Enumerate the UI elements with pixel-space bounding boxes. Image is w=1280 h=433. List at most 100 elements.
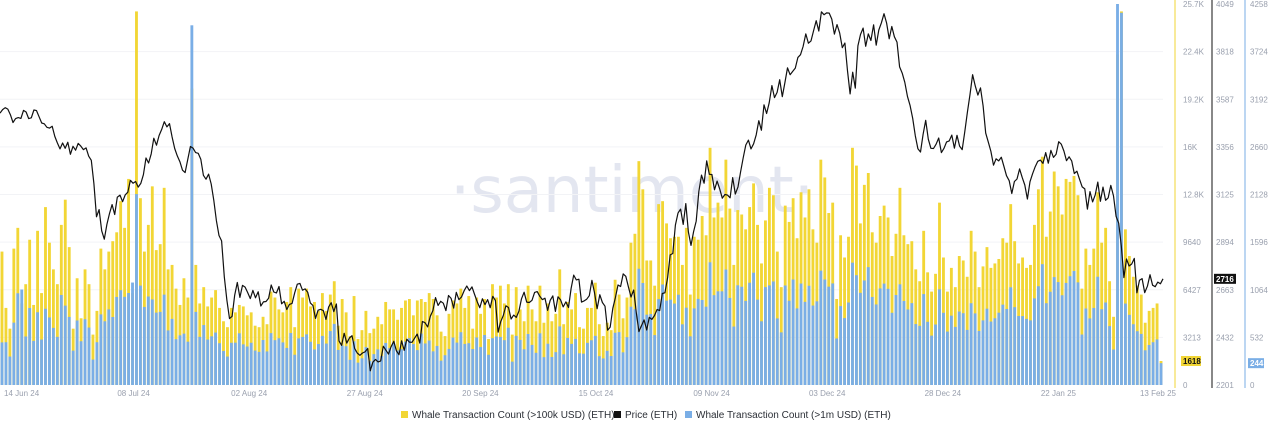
x-tick-label: 15 Oct 24 (579, 389, 614, 398)
bar-1m (839, 306, 843, 385)
bar-1m (111, 316, 115, 385)
bar-100k (510, 334, 514, 385)
bar-1m (554, 352, 558, 385)
bar-1m (297, 338, 301, 385)
bar-1m (811, 305, 815, 385)
bar-1m (1021, 316, 1024, 385)
bar-1m (866, 267, 870, 385)
x-tick-label: 20 Sep 24 (462, 389, 499, 398)
legend-swatch (401, 411, 408, 418)
bar-100k (356, 339, 360, 385)
bar-1m (617, 332, 621, 385)
bar-1m (680, 324, 684, 385)
bar-1m (538, 333, 542, 385)
axis-price-tick: 4049 (1216, 0, 1234, 9)
bar-1m (546, 343, 550, 385)
bar-1m (206, 339, 210, 385)
bar-100k (186, 297, 190, 385)
bar-1m (1036, 286, 1040, 385)
bar-1m (202, 325, 206, 385)
bar-1m (653, 335, 657, 385)
bar-1m (752, 272, 756, 385)
bar-1m (1076, 282, 1080, 385)
bar-1m (336, 349, 340, 385)
bar-100k (285, 301, 289, 385)
bar-1m (657, 299, 661, 385)
bar-1m (945, 331, 949, 385)
bar-100k (613, 279, 617, 385)
bar-1m (1068, 276, 1072, 385)
bar-1m (906, 309, 910, 385)
bar-1m (36, 312, 40, 385)
bar-1m (1088, 318, 1092, 385)
bar-1m (1155, 339, 1159, 385)
bar-1m (51, 327, 55, 385)
bar-1m (613, 332, 617, 385)
axis-price-tick: 2894 (1216, 238, 1234, 247)
axis-1m-tick: 0 (1250, 381, 1255, 390)
current-value-badges: 1618 2716 244 (1181, 273, 1264, 369)
bar-1m (40, 339, 43, 385)
bar-1m (918, 325, 922, 385)
axis-price-tick: 3587 (1216, 95, 1234, 104)
bar-1m (961, 313, 965, 385)
bar-100k (111, 241, 115, 385)
bar-100k (597, 324, 601, 385)
bar-1m (1116, 4, 1119, 385)
x-tick-label: 03 Dec 24 (809, 389, 846, 398)
bar-1m (443, 355, 447, 385)
legend-label: Price (ETH) (625, 410, 677, 421)
bar-1m (534, 352, 538, 385)
bar-1m (597, 356, 601, 385)
bar-1m (1044, 303, 1048, 385)
bar-1m (665, 300, 668, 385)
bar-1m (139, 285, 142, 385)
axis-100k-tick: 25.7K (1183, 0, 1205, 9)
bar-1m (265, 351, 269, 385)
x-tick-label: 27 Aug 24 (347, 389, 384, 398)
bar-100k (40, 293, 43, 385)
bar-1m (400, 349, 403, 385)
bar-100k (36, 230, 40, 385)
bar-100k (732, 264, 736, 385)
bar-1m (953, 326, 957, 385)
bar-1m (127, 293, 130, 385)
bar-1m (704, 306, 708, 385)
bar-1m (645, 314, 649, 385)
bar-1m (28, 308, 32, 385)
bar-1m (835, 338, 839, 385)
axis-1m-tick: 2128 (1250, 191, 1268, 200)
bar-1m (190, 25, 194, 386)
bar-1m (364, 347, 368, 385)
bar-1m (1080, 334, 1084, 385)
bar-1m (459, 332, 463, 385)
bar-1m (803, 301, 807, 385)
bar-1m (748, 282, 752, 385)
legend-item: Whale Transaction Count (>1m USD) (ETH) (685, 410, 891, 421)
bar-1m (1025, 318, 1028, 385)
bar-100k (427, 293, 431, 385)
bar-1m (483, 334, 487, 385)
bar-1m (344, 346, 348, 385)
bar-1m (1064, 282, 1068, 385)
axis-100k-tick: 16K (1183, 143, 1198, 152)
bar-1m (779, 332, 783, 385)
bar-1m (1123, 303, 1127, 385)
bar-1m (696, 298, 700, 385)
bar-1m (1100, 309, 1104, 385)
badge-price-label: 2716 (1216, 275, 1234, 284)
bar-1m (1139, 333, 1143, 385)
bar-1m (783, 285, 787, 385)
bar-1m (926, 321, 930, 385)
bar-1m (245, 346, 249, 385)
axis-100k-tick: 0 (1183, 381, 1188, 390)
badge-100k-box (1181, 356, 1201, 367)
bar-100k (498, 285, 502, 385)
bar-1m (760, 321, 763, 385)
x-tick-label: 13 Feb 25 (1140, 389, 1177, 398)
bar-1m (605, 350, 609, 385)
badge-1m: 244 (1248, 358, 1264, 369)
bar-1m (407, 338, 411, 385)
bar-1m (942, 312, 945, 385)
bar-1m (997, 312, 1001, 385)
